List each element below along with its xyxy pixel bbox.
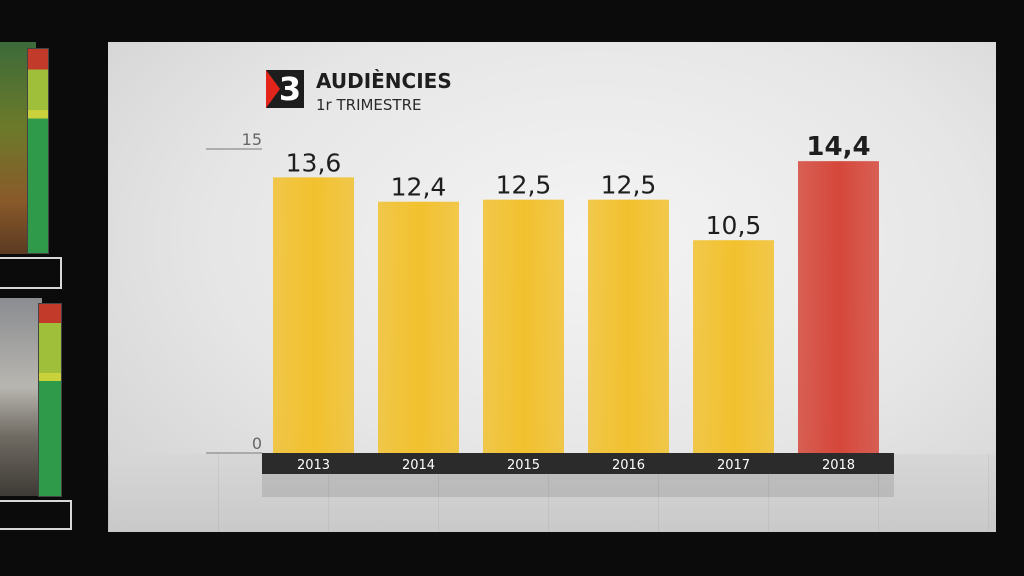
bar-2013 <box>273 177 354 453</box>
x-tick-label-2016: 2016 <box>612 458 645 473</box>
data-label-2018: 14,4 <box>806 132 870 162</box>
monitor-label-box-top <box>0 257 62 289</box>
x-axis-band <box>262 453 894 474</box>
bar-2015 <box>483 199 564 453</box>
y-tick-label: 15 <box>242 130 262 149</box>
bar-2018 <box>798 161 879 453</box>
data-label-2016: 12,5 <box>601 171 657 200</box>
monitor-label-box-bottom <box>0 500 72 530</box>
bar-chart: 0 15 13,6 2013 12,4 2014 12,5 2015 12,5 2016 10,5 2… <box>206 130 894 497</box>
audio-meter-bottom <box>38 303 62 497</box>
tv3-logo-icon: 3 <box>266 70 304 108</box>
broadcast-screen: 3 AUDIÈNCIES 1r TRIMESTRE 0 15 13,6 2013 12,… <box>108 42 996 532</box>
x-tick-label-2013: 2013 <box>297 458 330 473</box>
x-tick-label-2017: 2017 <box>717 458 750 473</box>
preview-monitor-bottom <box>0 298 42 496</box>
chart-title: AUDIÈNCIES <box>316 69 452 93</box>
y-tick-label: 0 <box>252 434 262 453</box>
bars-shadow <box>262 473 894 497</box>
x-tick-label-2018: 2018 <box>822 458 855 473</box>
bar-2017 <box>693 240 774 453</box>
chart-subtitle: 1r TRIMESTRE <box>316 96 422 114</box>
data-label-2014: 12,4 <box>391 173 447 202</box>
data-label-2013: 13,6 <box>286 148 342 177</box>
x-tick-label-2015: 2015 <box>507 458 540 473</box>
x-tick-label-2014: 2014 <box>402 458 435 473</box>
bar-2014 <box>378 201 459 453</box>
data-label-2017: 10,5 <box>706 211 762 240</box>
data-label-2015: 12,5 <box>496 171 552 200</box>
bar-2016 <box>588 199 669 453</box>
audio-meter-top <box>27 48 49 254</box>
